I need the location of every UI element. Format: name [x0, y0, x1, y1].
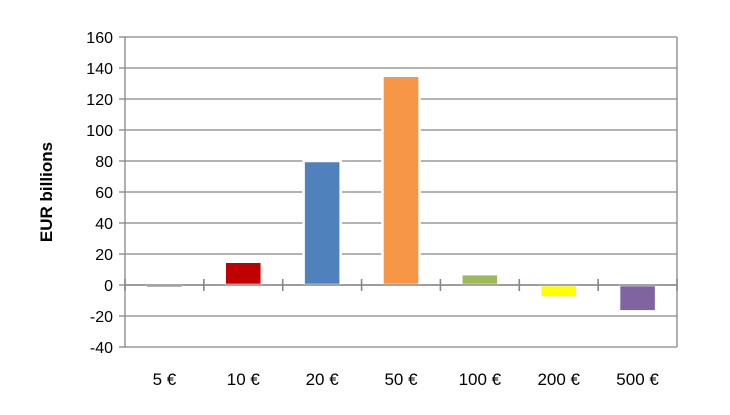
- x-tick-label: 500 €: [616, 370, 659, 389]
- x-tick-label: 100 €: [459, 370, 502, 389]
- y-tick-label: 140: [86, 61, 113, 78]
- y-tick-label: -40: [90, 340, 113, 357]
- y-tick-label: 160: [86, 30, 113, 47]
- y-tick-label: 60: [95, 185, 113, 202]
- y-tick-label: 80: [95, 154, 113, 171]
- y-axis-title: EUR billions: [37, 142, 56, 242]
- y-tick-label: 100: [86, 123, 113, 140]
- axes: [119, 36, 678, 348]
- bar: [302, 159, 342, 287]
- y-tick-label: 40: [95, 216, 113, 233]
- x-tick-label: 20 €: [306, 370, 340, 389]
- bar: [617, 283, 658, 313]
- y-tick-label: -20: [90, 309, 113, 326]
- bar: [460, 272, 500, 287]
- bar: [538, 283, 579, 299]
- y-tick-label: 0: [104, 278, 113, 295]
- x-tick-label: 10 €: [227, 370, 261, 389]
- bar: [381, 74, 421, 287]
- y-tick-label: 120: [86, 92, 113, 109]
- y-tick-label: 20: [95, 247, 113, 264]
- bar: [223, 260, 264, 287]
- x-tick-label: 5 €: [153, 370, 177, 389]
- x-tick-label: 200 €: [537, 370, 580, 389]
- x-tick-label: 50 €: [384, 370, 418, 389]
- labels: -40 -20 0 20 40 60 80 100 120 140 160 5 € 10 € 20 € 50…: [86, 30, 659, 389]
- bars: [144, 74, 658, 313]
